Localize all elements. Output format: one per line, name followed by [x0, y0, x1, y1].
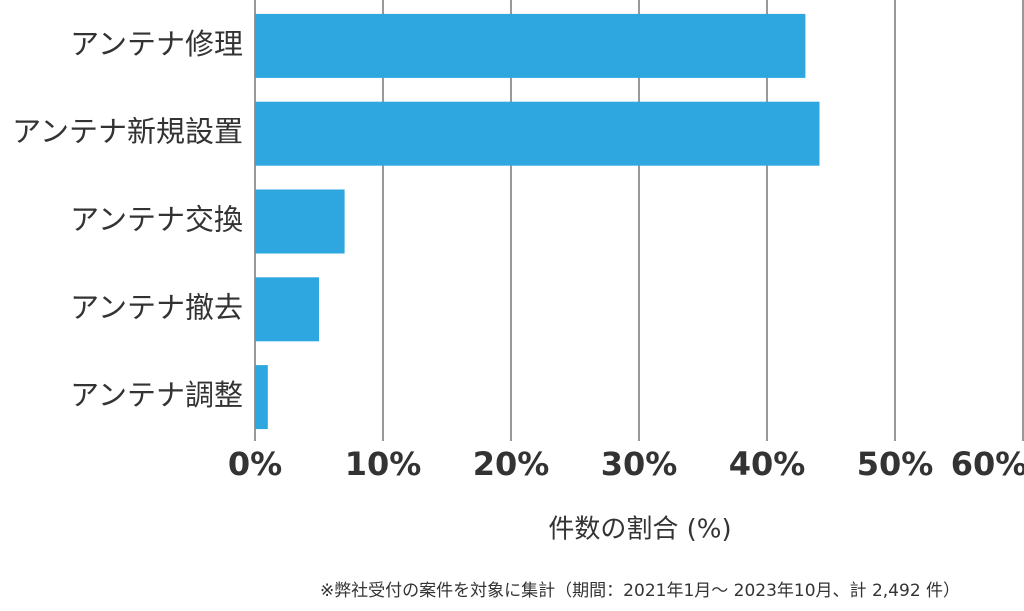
y-tick-label: アンテナ交換	[70, 203, 243, 237]
bar	[255, 101, 820, 166]
x-tick-label: 60%	[951, 445, 1024, 483]
x-tick-label: 50%	[857, 445, 934, 483]
bar	[255, 365, 268, 430]
y-tick-label: アンテナ新規設置	[12, 115, 243, 149]
bar	[255, 13, 806, 78]
x-tick-label: 40%	[729, 445, 806, 483]
x-axis-title: 件数の割合 (%)	[548, 515, 731, 545]
x-tick-label: 20%	[473, 445, 550, 483]
y-tick-label: アンテナ修理	[70, 27, 243, 61]
y-tick-label: アンテナ調整	[70, 378, 243, 412]
x-tick-label: 10%	[345, 445, 422, 483]
y-tick-label: アンテナ撤去	[70, 290, 243, 324]
x-tick-label: 0%	[228, 445, 282, 483]
x-tick-label: 30%	[601, 445, 678, 483]
bar	[255, 277, 319, 342]
bar	[255, 189, 345, 254]
footnote: ※弊社受付の案件を対象に集計（期間：2021年1月～ 2023年10月、計 2,…	[320, 581, 960, 601]
